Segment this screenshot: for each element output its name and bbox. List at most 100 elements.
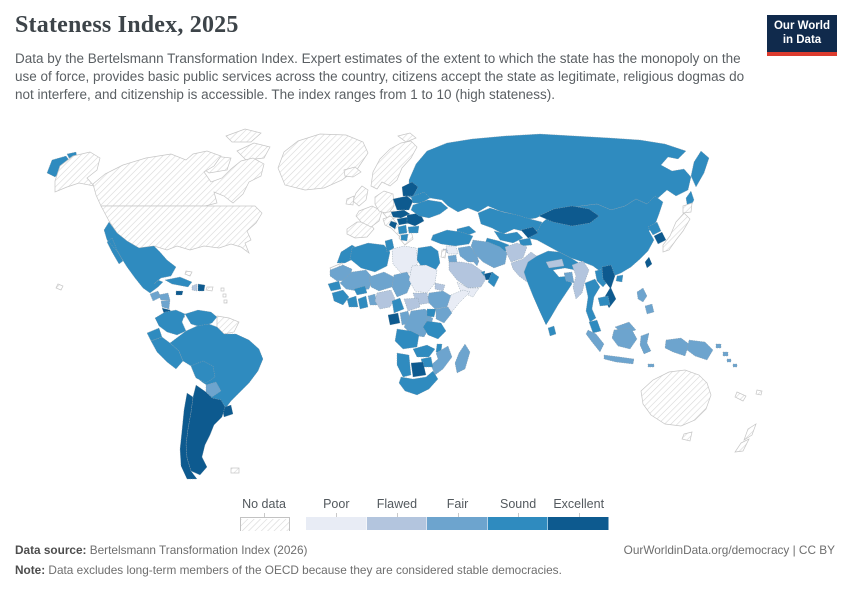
country-bahamas[interactable] <box>184 270 193 277</box>
owid-url-link[interactable]: OurWorldinData.org/democracy | CC BY <box>623 543 835 557</box>
legend-swatch-flawed[interactable] <box>366 517 428 530</box>
country-dominican-republic[interactable] <box>197 283 206 292</box>
country-sumatra[interactable] <box>585 329 605 353</box>
country-albania-macedonia[interactable] <box>400 233 409 242</box>
country-solomon-islands[interactable] <box>726 358 738 368</box>
country-eritrea[interactable] <box>434 282 446 292</box>
country-greenland[interactable] <box>277 133 369 191</box>
country-afghanistan[interactable] <box>504 242 528 263</box>
country-ireland[interactable] <box>345 195 355 206</box>
country-saudi-arabia[interactable] <box>448 261 488 289</box>
country-myanmar[interactable] <box>571 260 590 300</box>
legend-swatch-fair[interactable] <box>427 517 488 530</box>
country-cambodia[interactable] <box>597 295 611 307</box>
country-scandinavia[interactable] <box>370 140 418 190</box>
country-philippines[interactable] <box>636 287 655 315</box>
country-france[interactable] <box>355 205 383 228</box>
country-brazil[interactable] <box>169 323 264 413</box>
country-alaska[interactable] <box>54 151 101 193</box>
country-java[interactable] <box>603 354 635 365</box>
country-sri-lanka[interactable] <box>547 325 557 337</box>
country-central-african-republic[interactable] <box>403 297 421 312</box>
country-paraguay[interactable] <box>205 381 222 398</box>
country-kenya[interactable] <box>435 306 453 324</box>
country-colombia[interactable] <box>154 309 187 336</box>
country-croatia[interactable] <box>388 220 398 230</box>
country-haiti[interactable] <box>191 283 198 292</box>
country-kalimantan[interactable] <box>611 327 638 350</box>
country-north-korea[interactable] <box>647 221 662 236</box>
country-guinea[interactable] <box>331 289 350 306</box>
country-baltics[interactable] <box>401 181 419 197</box>
country-ukraine[interactable] <box>410 199 449 219</box>
country-hainan[interactable] <box>615 274 624 283</box>
country-malaysia[interactable] <box>588 319 602 334</box>
country-svalbard[interactable] <box>397 132 417 143</box>
country-chad[interactable] <box>391 271 413 298</box>
country-madagascar[interactable] <box>454 343 471 374</box>
country-uganda[interactable] <box>426 308 437 318</box>
country-kazakhstan[interactable] <box>477 207 543 235</box>
legend-swatch-sound[interactable] <box>487 517 549 530</box>
country-new-caledonia[interactable] <box>734 391 747 402</box>
country-kuwait[interactable] <box>472 260 480 267</box>
country-nepal[interactable] <box>545 258 565 269</box>
country-iberia[interactable] <box>346 221 375 239</box>
country-nicaragua[interactable] <box>160 299 171 310</box>
country-united-kingdom[interactable] <box>352 185 369 207</box>
country-tunisia[interactable] <box>384 238 395 253</box>
country-somalia[interactable] <box>446 289 471 314</box>
country-tanzania[interactable] <box>422 320 447 340</box>
country-new-zealand[interactable] <box>734 423 757 453</box>
country-cuba[interactable] <box>164 276 193 288</box>
country-sudan[interactable] <box>408 264 438 294</box>
country-bolivia[interactable] <box>190 360 216 384</box>
legend-swatch-excellent[interactable] <box>548 517 609 530</box>
country-zimbabwe[interactable] <box>420 356 434 368</box>
country-namibia[interactable] <box>396 352 412 378</box>
country-belarus[interactable] <box>410 191 431 204</box>
country-jamaica[interactable] <box>175 290 184 296</box>
country-bulgaria[interactable] <box>407 225 420 234</box>
country-india[interactable] <box>523 250 580 326</box>
country-zambia[interactable] <box>412 344 436 358</box>
country-arctic-islands[interactable] <box>170 128 271 187</box>
country-qatar[interactable] <box>480 270 486 277</box>
country-libya[interactable] <box>391 245 419 274</box>
legend-swatch-no-data[interactable] <box>240 517 290 531</box>
country-kyrgyzstan[interactable] <box>520 226 539 239</box>
country-turkey[interactable] <box>430 229 474 247</box>
country-canada[interactable] <box>92 150 265 207</box>
country-algeria[interactable] <box>349 242 391 273</box>
country-angola[interactable] <box>394 328 420 350</box>
country-botswana[interactable] <box>410 361 427 378</box>
country-iraq[interactable] <box>457 245 480 263</box>
country-mozambique[interactable] <box>430 345 453 376</box>
country-egypt[interactable] <box>416 245 441 272</box>
country-fiji[interactable] <box>755 389 763 396</box>
legend-swatch-poor[interactable] <box>306 517 367 530</box>
country-cote-divoire[interactable] <box>346 295 359 308</box>
country-nigeria[interactable] <box>374 289 396 310</box>
country-gabon[interactable] <box>387 312 401 326</box>
country-falkland-islands[interactable] <box>230 467 240 474</box>
country-chile[interactable] <box>179 392 198 480</box>
country-czechia-slovakia[interactable] <box>390 209 411 219</box>
country-south-korea[interactable] <box>653 231 667 245</box>
country-west-papua[interactable] <box>664 337 690 357</box>
country-sulawesi[interactable] <box>639 332 652 355</box>
country-poland[interactable] <box>392 195 414 211</box>
country-venezuela[interactable] <box>184 309 218 328</box>
country-cameroon[interactable] <box>391 297 405 314</box>
country-kamchatka[interactable] <box>690 150 710 188</box>
owid-logo[interactable]: Our World in Data <box>767 15 837 56</box>
country-south-africa[interactable] <box>398 370 439 396</box>
country-taiwan[interactable] <box>644 256 653 269</box>
country-ghana[interactable] <box>357 295 369 310</box>
country-tajikistan[interactable] <box>518 237 533 247</box>
country-iceland[interactable] <box>343 166 362 178</box>
country-burkina-faso[interactable] <box>353 285 368 296</box>
country-iran[interactable] <box>470 239 508 269</box>
country-honduras[interactable] <box>157 292 171 301</box>
country-hawaii[interactable] <box>55 283 64 291</box>
